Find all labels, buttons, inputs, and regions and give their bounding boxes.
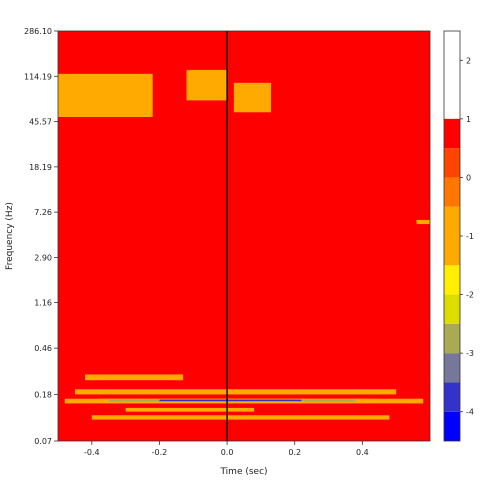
colorbar-swatch (444, 323, 460, 354)
colorbar-tick-label: 0 (466, 173, 471, 182)
x-axis-label: Time (sec) (219, 467, 267, 477)
colorbar-tick-label: -4 (466, 408, 474, 417)
x-axis: -0.4 -0.2 0.0 0.2 0.4 (84, 441, 369, 457)
x-tick-label: -0.2 (152, 448, 168, 457)
heatmap-cell (345, 122, 370, 146)
heatmap-cell (416, 219, 430, 225)
y-axis: 0.07 0.18 0.46 1.16 2.90 7.26 18.19 45.57 114.19… (24, 27, 58, 446)
x-tick-label: 0.4 (356, 448, 369, 457)
heatmap-cell (85, 374, 184, 381)
y-tick-label: 0.07 (34, 437, 52, 446)
y-tick-label: 114.19 (24, 72, 52, 81)
heatmap-cells (58, 31, 430, 441)
heatmap-cell (233, 82, 272, 113)
y-tick-label: 7.26 (34, 208, 52, 217)
colorbar-swatch (444, 177, 460, 207)
heatmap-cell (74, 389, 397, 395)
x-tick-label: -0.4 (84, 448, 100, 457)
colorbar-tick-label: -1 (466, 232, 474, 241)
colorbar-swatch (444, 294, 460, 324)
y-tick-label: 286.10 (24, 27, 52, 36)
heatmap-cell (423, 183, 430, 192)
y-tick-label: 0.18 (34, 390, 52, 399)
heatmap-cell (125, 407, 255, 412)
heatmap-cell (311, 123, 329, 134)
heatmap-cell (304, 56, 329, 79)
colorbar-tick-label: 1 (466, 115, 471, 124)
colorbar-tick-label: -2 (466, 291, 474, 300)
colorbar (443, 30, 461, 442)
y-tick-label: 1.16 (34, 299, 52, 308)
heatmap-cell (85, 78, 126, 109)
colorbar-swatch (444, 265, 460, 295)
colorbar-swatch (444, 148, 460, 178)
plot-frame (57, 30, 431, 442)
colorbar-swatch (444, 353, 460, 383)
y-tick-label: 45.57 (29, 118, 52, 127)
colorbar-swatch (444, 206, 460, 236)
heatmap-cell (91, 415, 390, 420)
heatmap-cell (355, 288, 390, 294)
colorbar-tick-label: 2 (466, 56, 471, 65)
heatmap-cell (186, 69, 228, 101)
colorbar-swatch (444, 382, 460, 412)
y-axis-label: Frequency (Hz) (5, 202, 15, 270)
heatmap-cell (159, 173, 221, 208)
y-tick-label: 18.19 (29, 163, 52, 172)
colorbar-swatch (444, 411, 460, 441)
colorbar-swatch (444, 118, 460, 149)
heatmap-cell (260, 191, 329, 214)
y-tick-label: 0.46 (34, 344, 52, 353)
heatmap-cell (159, 399, 302, 402)
x-tick-label: 0.0 (221, 448, 234, 457)
colorbar-swatch (444, 236, 460, 266)
colorbar-ticks: -4 -3 -2 -1 0 1 2 (460, 56, 474, 417)
x-tick-label: 0.2 (288, 448, 301, 457)
colorbar-tick-label: -3 (466, 349, 474, 358)
heatmap-cell (315, 217, 343, 233)
y-tick-label: 2.90 (34, 253, 52, 262)
